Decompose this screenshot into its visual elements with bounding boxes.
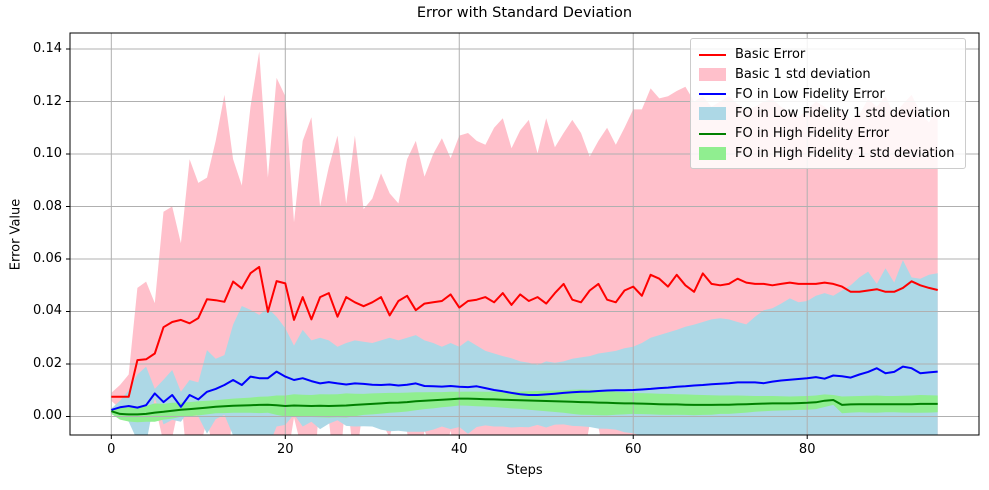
y-tick-label-0.14: 0.14 bbox=[33, 41, 62, 56]
fo-high-fidelity-error-line bbox=[111, 397, 938, 416]
legend-line-swatch bbox=[699, 93, 726, 96]
legend-row: Basic Error bbox=[699, 45, 957, 65]
y-tick-label-0.10: 0.10 bbox=[33, 146, 62, 161]
y-tick-label-0.02: 0.02 bbox=[33, 355, 62, 371]
legend-label: FO in High Fidelity Error bbox=[735, 126, 890, 142]
legend-patch-swatch bbox=[699, 68, 726, 82]
fo-low-fidelity-error-line bbox=[111, 365, 938, 411]
y-tick-label-0.06: 0.06 bbox=[33, 251, 62, 266]
x-tick-label-80: 80 bbox=[798, 442, 816, 457]
x-tick-label-20: 20 bbox=[277, 442, 294, 457]
legend-label: FO in Low Fidelity 1 std deviation bbox=[735, 106, 951, 122]
legend-row: FO in High Fidelity 1 std deviation bbox=[699, 143, 957, 163]
y-tick-label-0.00: 0.00 bbox=[33, 408, 62, 424]
y-tick-label-0.12: 0.12 bbox=[33, 93, 62, 109]
x-tick-label-0: 0 bbox=[107, 442, 116, 457]
legend: Basic Error Basic 1 std deviation FO in Lo… bbox=[690, 38, 966, 169]
legend-row: FO in Low Fidelity Error bbox=[699, 84, 957, 104]
basic-error-line bbox=[111, 265, 938, 398]
legend-row: FO in Low Fidelity 1 std deviation bbox=[699, 104, 957, 124]
axes-spines bbox=[69, 32, 980, 436]
legend-patch-swatch bbox=[699, 146, 726, 160]
chart-title: Error with Standard Deviation bbox=[416, 5, 633, 21]
legend-patch-swatch bbox=[699, 107, 726, 121]
x-tick-label-60: 60 bbox=[624, 442, 642, 457]
x-tick-label-40: 40 bbox=[450, 442, 468, 457]
x-axis-label: Steps bbox=[506, 463, 543, 478]
legend-line-swatch bbox=[699, 132, 726, 135]
fo-low-fidelity-error-std-band bbox=[111, 260, 938, 435]
legend-row: Basic 1 std deviation bbox=[699, 65, 957, 85]
y-tick-label-0.08: 0.08 bbox=[33, 198, 62, 214]
y-tick-label-0.04: 0.04 bbox=[33, 303, 62, 319]
legend-label: Basic 1 std deviation bbox=[735, 67, 871, 83]
legend-label: Basic Error bbox=[735, 47, 806, 63]
legend-label: FO in Low Fidelity Error bbox=[735, 86, 885, 102]
legend-label: FO in High Fidelity 1 std deviation bbox=[735, 145, 955, 161]
legend-row: FO in High Fidelity Error bbox=[699, 124, 957, 144]
fo-high-fidelity-error-std-band bbox=[111, 389, 938, 423]
legend-line-swatch bbox=[699, 53, 726, 56]
